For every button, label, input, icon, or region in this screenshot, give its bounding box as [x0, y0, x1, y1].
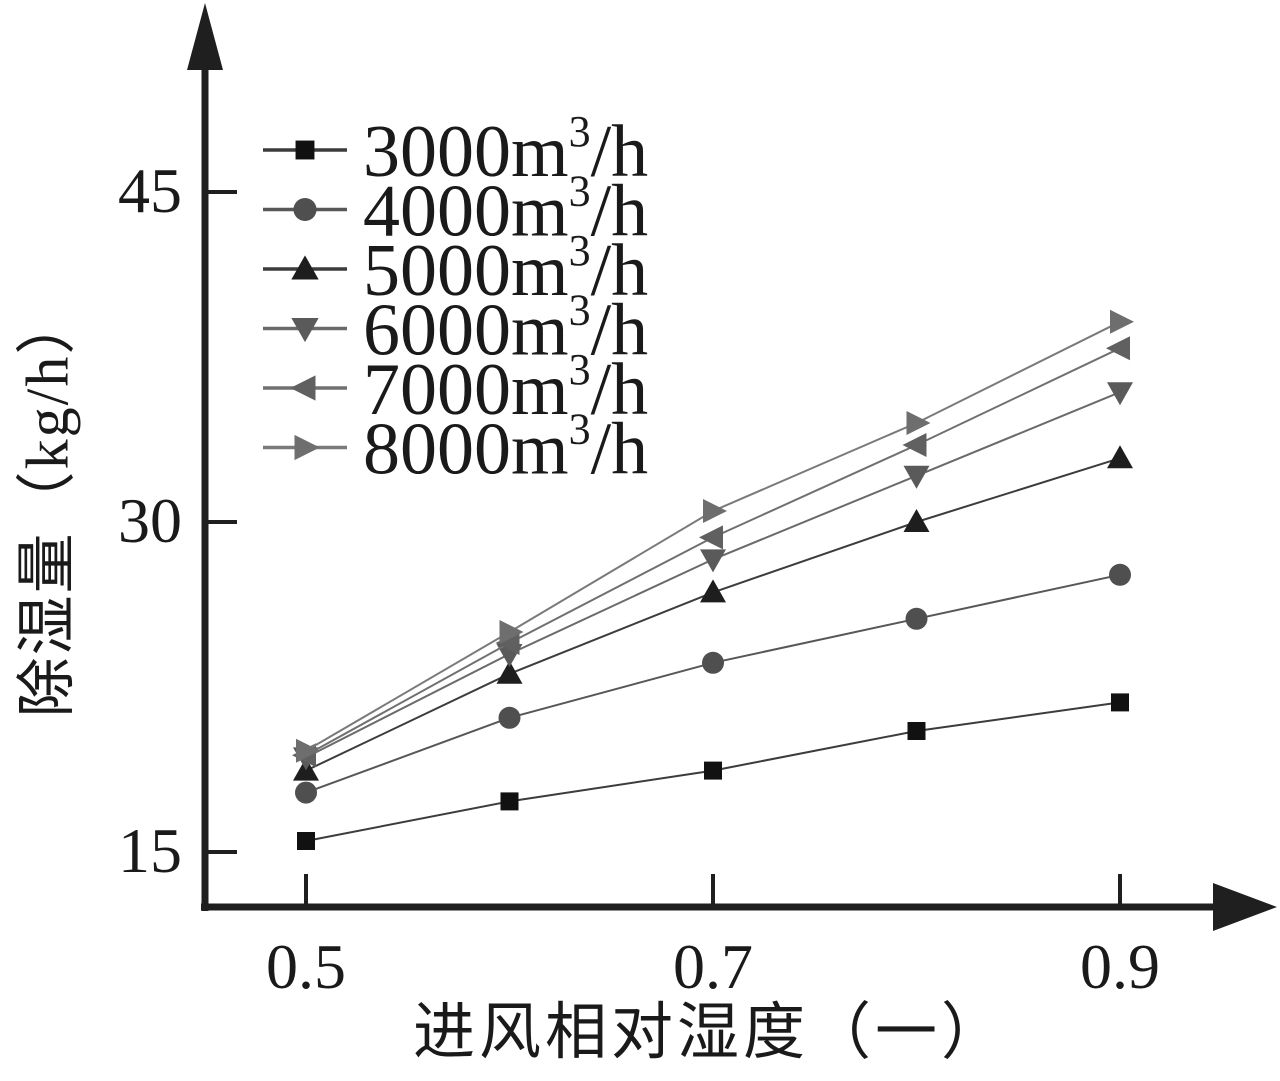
legend-label: 4000m3/h — [363, 167, 648, 253]
legend-item-4000: 4000m3/h — [263, 167, 648, 253]
triangle-right-marker-icon — [499, 620, 524, 644]
y-axis-title: 除湿量（kg/h） — [14, 292, 81, 718]
legend-item-6000: 6000m3/h — [263, 286, 648, 372]
square-marker-icon — [297, 832, 315, 850]
triangle-up-marker-icon — [700, 579, 726, 603]
y-tick-label: 45 — [118, 155, 182, 226]
triangle-right-marker-icon — [296, 738, 320, 763]
triangle-up-marker-icon — [291, 255, 319, 280]
series-8000 — [296, 309, 1134, 763]
legend-item-3000: 3000m3/h — [263, 107, 648, 193]
series-4000 — [295, 563, 1131, 804]
series-5000 — [293, 445, 1133, 781]
triangle-right-marker-icon — [703, 499, 727, 523]
series-line — [305, 573, 1121, 794]
legend-item-5000: 5000m3/h — [263, 226, 648, 312]
x-tick-label: 0.5 — [266, 931, 346, 1002]
triangle-right-marker-icon — [294, 434, 320, 461]
triangle-up-marker-icon — [903, 509, 930, 532]
y-axis-arrow-icon — [187, 3, 223, 70]
x-ticks: 0.5 0.7 0.9 — [266, 874, 1160, 1002]
x-axis-arrow-icon — [1213, 883, 1277, 931]
circle-marker-icon — [702, 651, 724, 674]
triangle-up-marker-icon — [496, 660, 523, 684]
legend-item-7000: 7000m3/h — [263, 345, 648, 431]
triangle-left-marker-icon — [290, 375, 316, 401]
legend-label: 3000m3/h — [363, 107, 648, 193]
legend-label: 5000m3/h — [363, 226, 648, 312]
legend-label: 8000m3/h — [363, 405, 648, 491]
series-3000 — [297, 693, 1129, 850]
circle-marker-icon — [1109, 563, 1131, 586]
square-marker-icon — [907, 722, 926, 740]
triangle-down-marker-icon — [903, 465, 930, 489]
y-ticks: 15 30 45 — [118, 155, 237, 886]
triangle-down-marker-icon — [291, 318, 319, 343]
y-tick-label: 15 — [118, 815, 182, 886]
axes — [187, 3, 1277, 931]
circle-marker-icon — [905, 607, 928, 630]
square-marker-icon — [500, 792, 519, 811]
circle-marker-icon — [295, 781, 317, 804]
legend-label: 6000m3/h — [363, 286, 648, 372]
legend-item-8000: 8000m3/h — [263, 405, 648, 491]
triangle-right-marker-icon — [906, 411, 931, 435]
circle-marker-icon — [293, 197, 317, 222]
y-tick-label: 30 — [118, 485, 182, 556]
x-axis-title: 进风相对湿度（一） — [412, 999, 1008, 1067]
circle-marker-icon — [498, 706, 521, 729]
x-tick-label: 0.9 — [1080, 931, 1160, 1002]
x-tick-label: 0.7 — [673, 931, 753, 1002]
square-marker-icon — [295, 140, 315, 160]
triangle-up-marker-icon — [1107, 445, 1133, 469]
triangle-down-marker-icon — [1107, 382, 1133, 406]
triangle-left-marker-icon — [1106, 336, 1130, 361]
triangle-down-marker-icon — [700, 549, 726, 573]
triangle-left-marker-icon — [902, 433, 927, 457]
triangle-left-marker-icon — [699, 525, 723, 550]
legend: 3000m3/h4000m3/h5000m3/h6000m3/h7000m3/h… — [263, 107, 648, 491]
triangle-right-marker-icon — [1110, 309, 1134, 334]
legend-label: 7000m3/h — [363, 345, 648, 431]
square-marker-icon — [704, 761, 722, 780]
square-marker-icon — [1111, 693, 1129, 712]
